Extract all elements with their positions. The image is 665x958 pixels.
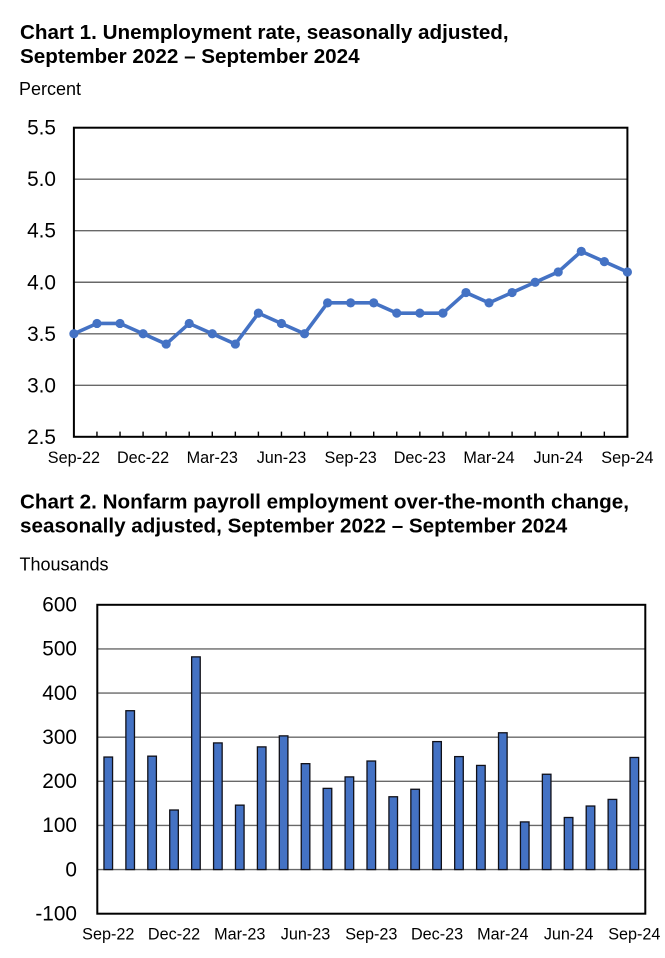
svg-text:-100: -100 [35, 903, 77, 926]
svg-text:3.0: 3.0 [27, 374, 56, 397]
svg-text:0: 0 [65, 858, 77, 881]
svg-text:Sep-23: Sep-23 [345, 925, 397, 943]
svg-text:Jun-24: Jun-24 [533, 449, 583, 467]
svg-text:4.0: 4.0 [27, 271, 56, 294]
svg-text:Chart 2. Nonfarm payroll emplo: Chart 2. Nonfarm payroll employment over… [20, 491, 629, 514]
svg-text:5.0: 5.0 [27, 168, 56, 191]
svg-text:2.5: 2.5 [27, 426, 56, 449]
svg-text:Mar-23: Mar-23 [187, 449, 238, 467]
svg-text:Sep-24: Sep-24 [601, 449, 653, 467]
svg-text:Dec-22: Dec-22 [117, 449, 169, 467]
svg-text:September 2022 – September 202: September 2022 – September 2024 [20, 45, 360, 68]
svg-text:Dec-23: Dec-23 [394, 449, 446, 467]
svg-text:Jun-23: Jun-23 [257, 449, 307, 467]
svg-text:Chart 1. Unemployment rate, se: Chart 1. Unemployment rate, seasonally a… [20, 21, 509, 44]
svg-text:Dec-22: Dec-22 [148, 925, 200, 943]
svg-text:400: 400 [42, 682, 77, 705]
svg-text:100: 100 [42, 814, 77, 837]
svg-text:Sep-24: Sep-24 [608, 925, 660, 943]
svg-text:Dec-23: Dec-23 [411, 925, 463, 943]
svg-text:Jun-23: Jun-23 [281, 925, 331, 943]
svg-text:Sep-23: Sep-23 [325, 449, 377, 467]
svg-text:Mar-24: Mar-24 [463, 449, 514, 467]
svg-text:200: 200 [42, 770, 77, 793]
svg-text:Percent: Percent [19, 79, 81, 99]
svg-text:Sep-22: Sep-22 [48, 449, 100, 467]
svg-text:Mar-23: Mar-23 [214, 925, 265, 943]
svg-text:5.5: 5.5 [27, 117, 56, 140]
svg-text:Thousands: Thousands [20, 555, 109, 575]
svg-text:600: 600 [42, 594, 77, 617]
svg-text:Sep-22: Sep-22 [82, 925, 134, 943]
svg-text:seasonally adjusted, September: seasonally adjusted, September 2022 – Se… [20, 515, 568, 538]
svg-text:Jun-24: Jun-24 [544, 925, 594, 943]
svg-text:500: 500 [42, 638, 77, 661]
svg-text:Mar-24: Mar-24 [477, 925, 528, 943]
svg-text:3.5: 3.5 [27, 323, 56, 346]
svg-text:300: 300 [42, 726, 77, 749]
svg-text:4.5: 4.5 [27, 220, 56, 243]
